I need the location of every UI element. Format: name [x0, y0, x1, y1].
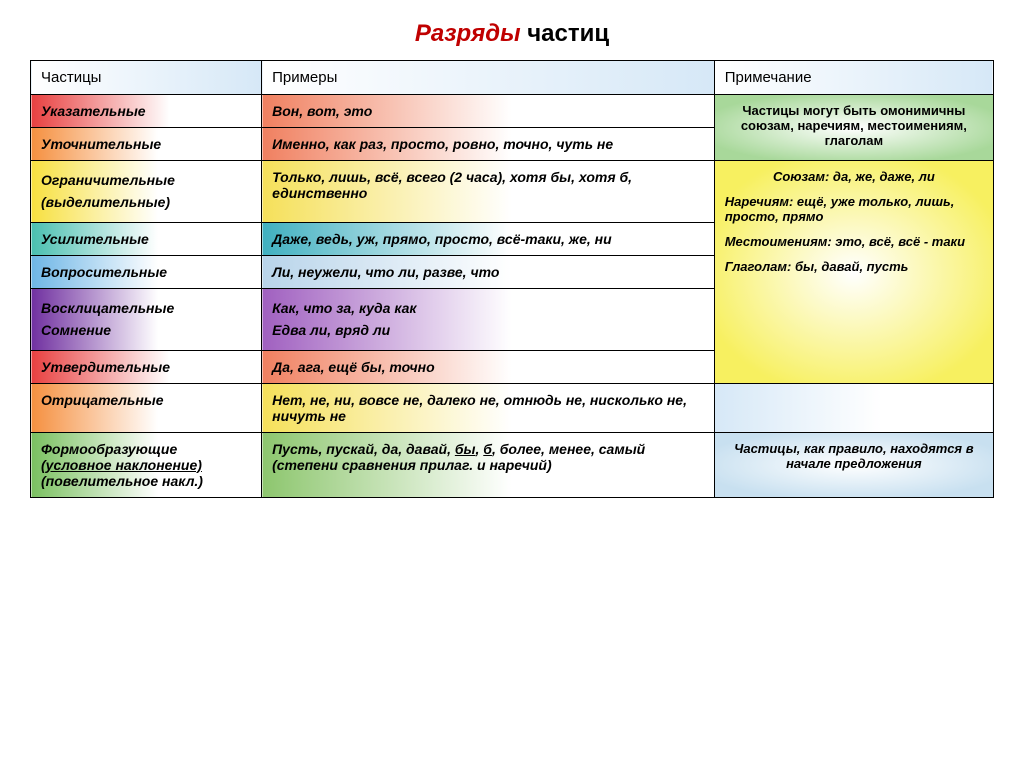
- header-col2: Примеры: [262, 61, 715, 95]
- title-part1: Разряды: [415, 20, 521, 47]
- cell-examples: Именно, как раз, просто, ровно, точно, ч…: [262, 128, 715, 161]
- note-yellow: Союзам: да, же, даже, ли Наречиям: ещё, …: [714, 161, 993, 384]
- cell-examples: Да, ага, ещё бы, точно: [262, 350, 715, 383]
- cell-type: Указательные: [31, 95, 262, 128]
- header-col1: Частицы: [31, 61, 262, 95]
- cell-type: Формообразующие (условное наклонение) (п…: [31, 432, 262, 497]
- table-row: Отрицательные Нет, не, ни, вовсе не, дал…: [31, 383, 994, 432]
- table-row: Ограничительные (выделительные) Только, …: [31, 161, 994, 223]
- cell-type: Усилительные: [31, 222, 262, 255]
- cell-type: Утвердительные: [31, 350, 262, 383]
- page-title: Разряды частиц: [30, 20, 994, 48]
- cell-type: Уточнительные: [31, 128, 262, 161]
- table-row: Указательные Вон, вот, это Частицы могут…: [31, 95, 994, 128]
- cell-examples: Нет, не, ни, вовсе не, далеко не, отнюдь…: [262, 383, 715, 432]
- cell-type: Ограничительные (выделительные): [31, 161, 262, 223]
- cell-examples: Вон, вот, это: [262, 95, 715, 128]
- cell-empty: [714, 383, 993, 432]
- cell-type: Восклицательные Сомнение: [31, 288, 262, 350]
- cell-type: Вопросительные: [31, 255, 262, 288]
- cell-examples: Только, лишь, всё, всего (2 часа), хотя …: [262, 161, 715, 223]
- cell-examples: Даже, ведь, уж, прямо, просто, всё-таки,…: [262, 222, 715, 255]
- header-col3: Примечание: [714, 61, 993, 95]
- table-header-row: Частицы Примеры Примечание: [31, 61, 994, 95]
- cell-examples: Ли, неужели, что ли, разве, что: [262, 255, 715, 288]
- note-green: Частицы могут быть омонимичны союзам, на…: [714, 95, 993, 161]
- table-row: Формообразующие (условное наклонение) (п…: [31, 432, 994, 497]
- title-part2: частиц: [527, 20, 609, 47]
- note-blue: Частицы, как правило, находятся в начале…: [714, 432, 993, 497]
- particles-table: Частицы Примеры Примечание Указательные …: [30, 60, 994, 498]
- cell-type: Отрицательные: [31, 383, 262, 432]
- cell-examples: Пусть, пускай, да, давай, бы, б, более, …: [262, 432, 715, 497]
- cell-examples: Как, что за, куда как Едва ли, вряд ли: [262, 288, 715, 350]
